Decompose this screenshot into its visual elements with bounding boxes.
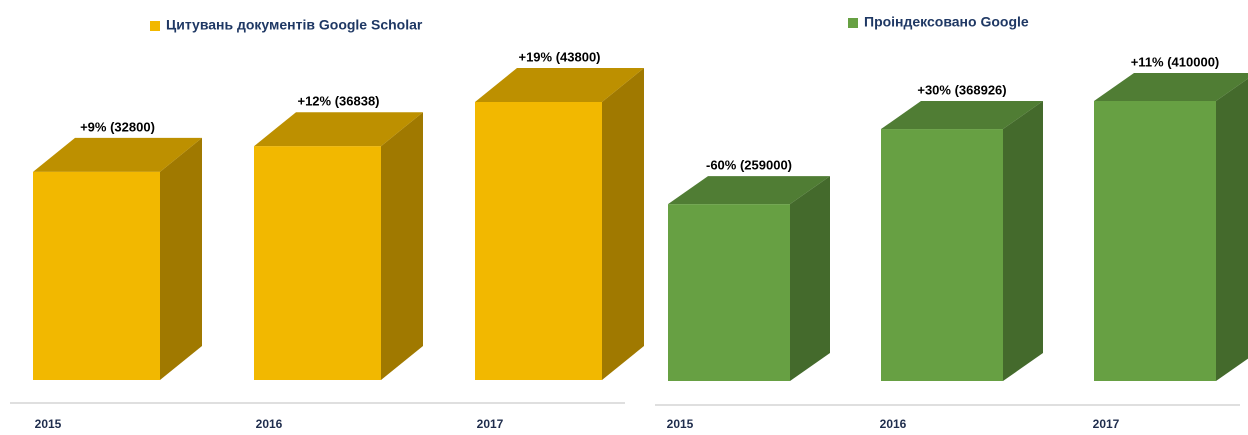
value-label: -60% (259000) [706, 158, 792, 173]
bar-front [668, 204, 790, 381]
x-tick-label: 2017 [1093, 417, 1120, 431]
x-tick-label: 2016 [880, 417, 907, 431]
bar [254, 112, 423, 380]
x-tick-label: 2016 [256, 417, 283, 431]
value-label: +12% (36838) [297, 94, 379, 109]
bar-front [475, 102, 602, 380]
x-tick-label: 2015 [667, 417, 694, 431]
bar-top [668, 176, 830, 205]
legend-label: Цитувань документів Google Scholar [166, 17, 423, 33]
legend-swatch [150, 21, 160, 31]
value-label: +11% (410000) [1131, 54, 1220, 69]
bar [881, 101, 1043, 381]
bar-front [1094, 101, 1216, 381]
bar [1094, 73, 1248, 381]
bar [33, 137, 202, 380]
bar-top [254, 112, 423, 147]
bar-side [1216, 78, 1248, 381]
x-tick-label: 2015 [35, 417, 62, 431]
bar-side [1003, 101, 1043, 381]
bar-top [1094, 73, 1248, 101]
bar-front [881, 129, 1003, 381]
bar-side [381, 112, 423, 380]
bar-top [33, 137, 202, 172]
bar-front [33, 171, 160, 380]
bar-front [254, 146, 381, 380]
legend-label: Проіндексовано Google [864, 14, 1029, 30]
bar-side [602, 68, 644, 380]
bar-top [881, 101, 1043, 130]
bar-side [790, 176, 830, 381]
value-label: +30% (368926) [917, 82, 1006, 97]
legend-swatch [848, 18, 858, 28]
bar-side [160, 137, 202, 380]
value-label: +9% (32800) [80, 119, 155, 134]
bar [668, 176, 830, 381]
x-tick-label: 2017 [477, 417, 504, 431]
bar-top [475, 68, 644, 102]
bar [475, 68, 644, 380]
value-label: +19% (43800) [518, 49, 600, 64]
